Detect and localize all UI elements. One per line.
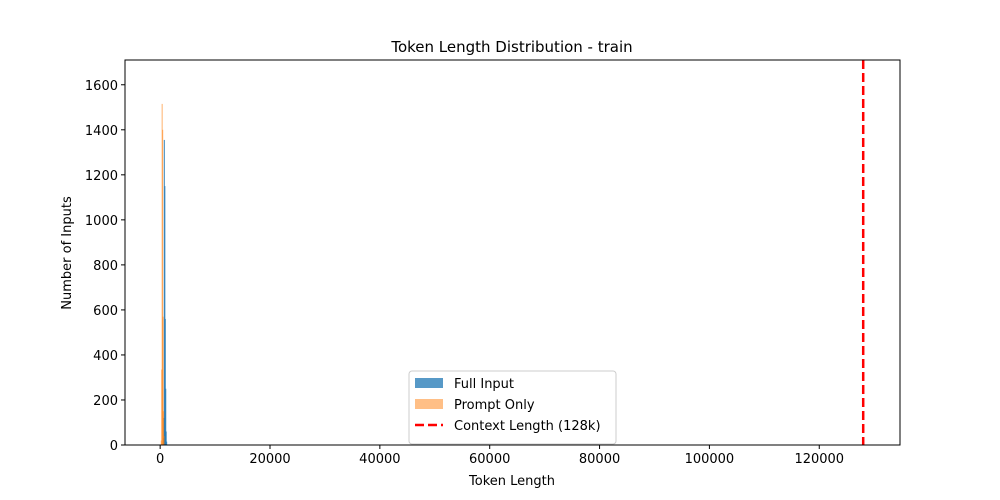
legend-box bbox=[408, 370, 617, 445]
y-tick-label: 1600 bbox=[85, 79, 118, 94]
axes-frame bbox=[124, 59, 901, 446]
chart-title: Token Length Distribution - train bbox=[390, 38, 632, 56]
legend: Full Input Prompt Only Context Length (128… bbox=[408, 370, 617, 445]
axes: 0 20000 40000 60000 80000 100000 120000 0 200 400… bbox=[85, 59, 901, 467]
legend-swatch bbox=[415, 378, 443, 388]
histogram-bar bbox=[164, 318, 166, 445]
histogram-bar bbox=[162, 316, 164, 445]
legend-label: Prompt Only bbox=[454, 398, 535, 413]
y-tick-label: 1200 bbox=[85, 169, 118, 184]
series-1 bbox=[160, 103, 165, 446]
y-tick-label: 200 bbox=[93, 394, 118, 409]
x-tick-label: 0 bbox=[156, 452, 164, 467]
y-tick-label: 400 bbox=[93, 349, 118, 364]
x-tick-label: 120000 bbox=[794, 452, 844, 467]
y-tick-label: 800 bbox=[93, 259, 118, 274]
x-tick-label: 20000 bbox=[249, 452, 290, 467]
histogram-bar bbox=[162, 411, 165, 445]
x-tick-label: 100000 bbox=[685, 452, 735, 467]
histogram-bar bbox=[164, 186, 166, 445]
histogram-bar bbox=[165, 441, 168, 445]
y-tick-label: 600 bbox=[93, 304, 118, 319]
y-axis-label: Number of Inputs bbox=[60, 196, 75, 310]
legend-swatch bbox=[415, 399, 443, 409]
legend-label: Context Length (128k) bbox=[454, 419, 601, 434]
x-tick-label: 40000 bbox=[359, 452, 400, 467]
y-tick-label: 0 bbox=[110, 439, 118, 454]
plot-area bbox=[160, 60, 865, 446]
histogram-bar bbox=[165, 431, 167, 445]
y-tick-label: 1400 bbox=[85, 124, 118, 139]
y-tick-label: 1000 bbox=[85, 214, 118, 229]
histogram-bar bbox=[162, 129, 164, 445]
x-tick-label: 80000 bbox=[579, 452, 620, 467]
legend-label: Full Input bbox=[454, 377, 514, 392]
histogram-bar bbox=[165, 388, 167, 445]
histogram-bar bbox=[163, 435, 165, 445]
x-tick-label: 60000 bbox=[469, 452, 510, 467]
x-axis-label: Token Length bbox=[468, 474, 555, 489]
